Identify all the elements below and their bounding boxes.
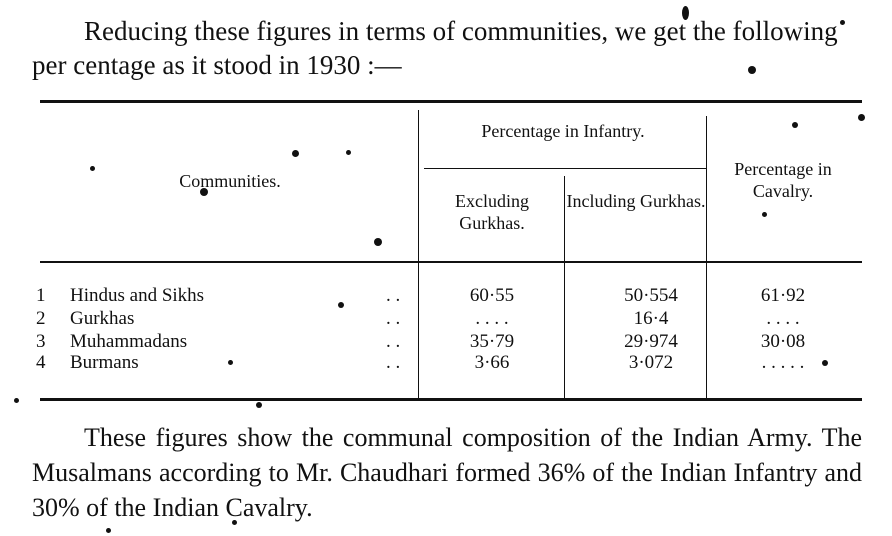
row-number: 1 [36, 285, 46, 306]
table-header-rule [40, 261, 862, 263]
column-divider-1 [418, 110, 419, 400]
cavalry-value: 61·92 [760, 285, 806, 306]
row-number: 2 [36, 308, 46, 329]
header-including-gurkhas: Including Gurkhas. [566, 191, 706, 211]
table-row: 2 Gurkhas . . . . . . 16·4 . . . . [0, 308, 892, 330]
column-divider-2 [564, 176, 565, 400]
excluding-value: 35·79 [469, 331, 515, 352]
including-value: 16·4 [633, 308, 669, 329]
scan-speck [748, 66, 756, 74]
header-excluding-gurkhas: Excluding Gurkhas. [455, 191, 529, 233]
excluding-value: . . . . [475, 308, 509, 329]
header-infantry: Percentage in Infantry. [481, 121, 645, 141]
scan-speck [232, 520, 237, 525]
scan-speck [106, 528, 111, 533]
scan-speck [338, 302, 344, 308]
scan-speck [256, 402, 262, 408]
table-row: 3 Muhammadans . . 35·79 29·974 30·08 [0, 331, 892, 353]
cavalry-value: . . . . [766, 308, 800, 329]
including-value: 50·554 [624, 285, 678, 306]
including-value: 3·072 [628, 352, 674, 373]
leader-dots: . . [386, 331, 401, 352]
excluding-value: 60·55 [469, 285, 515, 306]
row-number: 4 [36, 352, 46, 373]
scan-speck [346, 150, 351, 155]
scan-speck [292, 150, 299, 157]
scan-speck [840, 20, 845, 25]
community-name: Gurkhas [70, 308, 135, 329]
scan-speck [228, 360, 233, 365]
scan-speck [90, 166, 95, 171]
intro-text: Reducing these figures in terms of commu… [32, 16, 838, 80]
header-communities: Communities. [179, 171, 281, 191]
scan-speck [792, 122, 798, 128]
intro-paragraph: Reducing these figures in terms of commu… [32, 14, 862, 82]
cavalry-value: 30·08 [760, 331, 806, 352]
table-bottom-rule [40, 398, 862, 401]
leader-dots: . . [386, 308, 401, 329]
infantry-header-rule [424, 168, 706, 169]
cavalry-value: . . . . . [761, 352, 805, 373]
scan-speck [682, 6, 689, 20]
leader-dots: . . [386, 352, 401, 373]
header-cavalry: Percentage in Cavalry. [734, 159, 832, 201]
excluding-value: 3·66 [474, 352, 510, 373]
leader-dots: . . [386, 285, 401, 306]
scan-speck [374, 238, 382, 246]
including-value: 29·974 [624, 331, 678, 352]
outro-paragraph: These figures show the communal composit… [32, 420, 862, 525]
community-name: Burmans [70, 352, 139, 373]
community-name: Muhammadans [70, 331, 188, 352]
scan-speck [822, 360, 828, 366]
row-number: 3 [36, 331, 46, 352]
scan-speck [14, 398, 19, 403]
scan-speck [762, 212, 767, 217]
scan-speck [858, 114, 865, 121]
outro-text: These figures show the communal composit… [32, 423, 862, 522]
scan-speck [200, 188, 208, 196]
table-row: 4 Burmans . . 3·66 3·072 . . . . . [0, 352, 892, 374]
table-top-rule [40, 100, 862, 103]
table-row: 1 Hindus and Sikhs . . 60·55 50·554 61·9… [0, 285, 892, 307]
column-divider-3 [706, 116, 707, 398]
community-name: Hindus and Sikhs [70, 285, 205, 306]
